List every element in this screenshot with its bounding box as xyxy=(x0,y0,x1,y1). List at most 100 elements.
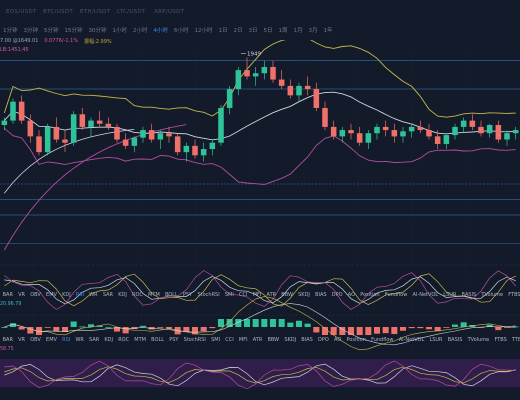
candle-body xyxy=(408,126,415,132)
indicator-option[interactable]: TVolume xyxy=(467,337,490,343)
indicator-option[interactable]: AI-NetVOL xyxy=(412,292,439,298)
indicator-option[interactable]: SAR xyxy=(102,292,114,298)
interval-option[interactable]: 1日 xyxy=(218,28,228,34)
price-chart[interactable]: 1949 xyxy=(0,40,520,400)
interval-option[interactable]: 6小时 xyxy=(174,28,189,34)
boll-upper-line xyxy=(3,40,516,118)
indicator-option[interactable]: CCI xyxy=(225,337,234,343)
osc-line xyxy=(4,270,516,310)
interval-option[interactable]: 15分钟 xyxy=(64,28,83,34)
indicator-option[interactable]: BAR xyxy=(2,292,13,298)
indicator-option[interactable]: Fundflow xyxy=(371,337,394,343)
indicator-option[interactable]: KDJ xyxy=(62,292,71,298)
indicator-option[interactable]: MTM xyxy=(148,292,160,298)
interval-option[interactable]: 1周 xyxy=(278,28,288,34)
indicator-option[interactable]: OBV xyxy=(30,337,41,343)
candle xyxy=(88,117,94,137)
indicator-option[interactable]: MFI xyxy=(238,337,248,343)
indicator-option[interactable]: KDJ xyxy=(104,337,114,343)
candle-body xyxy=(62,139,68,143)
symbol-tab[interactable]: XRP/USDT xyxy=(154,9,185,15)
indicator-option[interactable]: TVolume xyxy=(481,292,504,298)
indicator-option[interactable]: AO xyxy=(333,337,342,343)
indicator-option[interactable]: TTBI xyxy=(511,337,520,343)
indicator-option[interactable]: MTM xyxy=(134,337,146,343)
interval-option[interactable]: 2小时 xyxy=(133,28,148,34)
interval-option[interactable]: 12小时 xyxy=(194,28,213,34)
macd-bar xyxy=(217,319,225,327)
indicator-option[interactable]: SKDJ xyxy=(284,337,297,343)
indicator-option[interactable]: Position xyxy=(346,337,366,343)
candle-body xyxy=(200,149,207,156)
interval-option[interactable]: 2日 xyxy=(233,28,243,34)
interval-option[interactable]: 1年 xyxy=(323,28,333,34)
candle-body xyxy=(313,89,320,108)
symbol-tab[interactable]: EOS/USDT xyxy=(6,9,37,15)
indicator-option[interactable]: Position xyxy=(360,292,380,298)
interval-option[interactable]: 5分钟 xyxy=(44,28,59,34)
interval-option[interactable]: 3分钟 xyxy=(23,28,39,34)
candle xyxy=(322,101,328,131)
indicator-option[interactable]: SMI xyxy=(211,337,221,343)
symbol-tab[interactable]: LTC/USDT xyxy=(117,9,146,15)
indicator-option[interactable]: SKDJ xyxy=(298,292,310,298)
indicator-option[interactable]: LSUR xyxy=(429,337,443,343)
symbol-tab[interactable]: ETH/USDT xyxy=(80,9,111,15)
interval-option[interactable]: 1小时 xyxy=(112,28,128,34)
indicator-option[interactable]: VR xyxy=(18,337,26,343)
indicator-option[interactable]: ATR xyxy=(252,337,263,343)
indicator-option[interactable]: AO xyxy=(347,292,356,298)
candle-body xyxy=(88,120,94,127)
indicator-option[interactable]: CCI xyxy=(239,292,248,298)
indicator-option[interactable]: BASIS xyxy=(461,292,477,298)
interval-bar: 1分钟 3分钟 5分钟 15分钟 30分钟 1小时 2小时 4小时 6小时 12小时 1日 2日 3日 5… xyxy=(0,24,520,36)
indicator-option[interactable]: MFI xyxy=(252,292,262,298)
indicator-option[interactable]: AI-NetVOL xyxy=(398,337,425,343)
indicator-option[interactable]: OBV xyxy=(30,292,41,298)
indicator-option[interactable]: KDJ xyxy=(118,292,127,298)
interval-option[interactable]: 1分钟 xyxy=(3,28,18,34)
indicator-option[interactable]: RSI xyxy=(75,292,85,298)
indicator-option[interactable]: BBW xyxy=(281,292,293,298)
macd-bar xyxy=(460,322,467,327)
indicator-option[interactable]: BOLL xyxy=(151,337,165,343)
indicator-option[interactable]: BIAS xyxy=(301,337,313,343)
interval-option[interactable]: 3日 xyxy=(248,28,258,34)
interval-option[interactable]: 5日 xyxy=(263,28,273,34)
indicator-option[interactable]: Fundflow xyxy=(384,292,408,298)
indicator-option[interactable]: ROC xyxy=(118,337,130,343)
indicator-option[interactable]: StochRSI xyxy=(183,337,206,343)
indicator-option[interactable]: StochRSI xyxy=(197,292,220,298)
interval-option[interactable]: 30分钟 xyxy=(88,28,107,34)
indicator-option[interactable]: RSI xyxy=(62,337,71,343)
indicator-option[interactable]: ATR xyxy=(266,292,277,298)
interval-option[interactable]: 3月 xyxy=(308,28,318,34)
indicator-option[interactable]: PSY xyxy=(169,337,179,343)
candle xyxy=(426,123,432,140)
indicator-option[interactable]: ROC xyxy=(132,292,143,298)
indicator-option[interactable]: SMI xyxy=(224,292,234,298)
indicator-option[interactable]: DPO xyxy=(331,292,343,298)
candle xyxy=(434,130,441,149)
indicator-option[interactable]: LSUR xyxy=(443,292,457,298)
candle-body xyxy=(209,142,216,149)
indicator-option[interactable]: SAR xyxy=(89,337,100,343)
indicator-option[interactable]: BIAS xyxy=(315,292,327,298)
interval-option[interactable]: 4小时 xyxy=(153,28,169,34)
indicator-option[interactable]: WR xyxy=(89,292,98,298)
indicator-option[interactable]: VR xyxy=(18,292,26,298)
indicator-option[interactable]: DPO xyxy=(317,337,329,343)
indicator-option[interactable]: BOLL xyxy=(164,292,178,298)
indicator-option[interactable]: FTBS xyxy=(508,292,520,298)
indicator-option[interactable]: EMV xyxy=(46,337,57,343)
indicator-option[interactable]: BASIS xyxy=(447,337,463,343)
symbol-tab[interactable]: BTC/USDT xyxy=(43,9,74,15)
indicator-option[interactable]: WR xyxy=(75,337,84,343)
candle xyxy=(452,123,458,140)
indicator-option[interactable]: EMV xyxy=(46,292,57,298)
indicator-option[interactable]: BBW xyxy=(267,337,280,343)
indicator-option[interactable]: BAR xyxy=(2,337,13,343)
indicator-option[interactable]: PSY xyxy=(183,292,193,298)
indicator-option[interactable]: FTBS xyxy=(494,337,507,343)
interval-option[interactable]: 1月 xyxy=(293,28,303,34)
